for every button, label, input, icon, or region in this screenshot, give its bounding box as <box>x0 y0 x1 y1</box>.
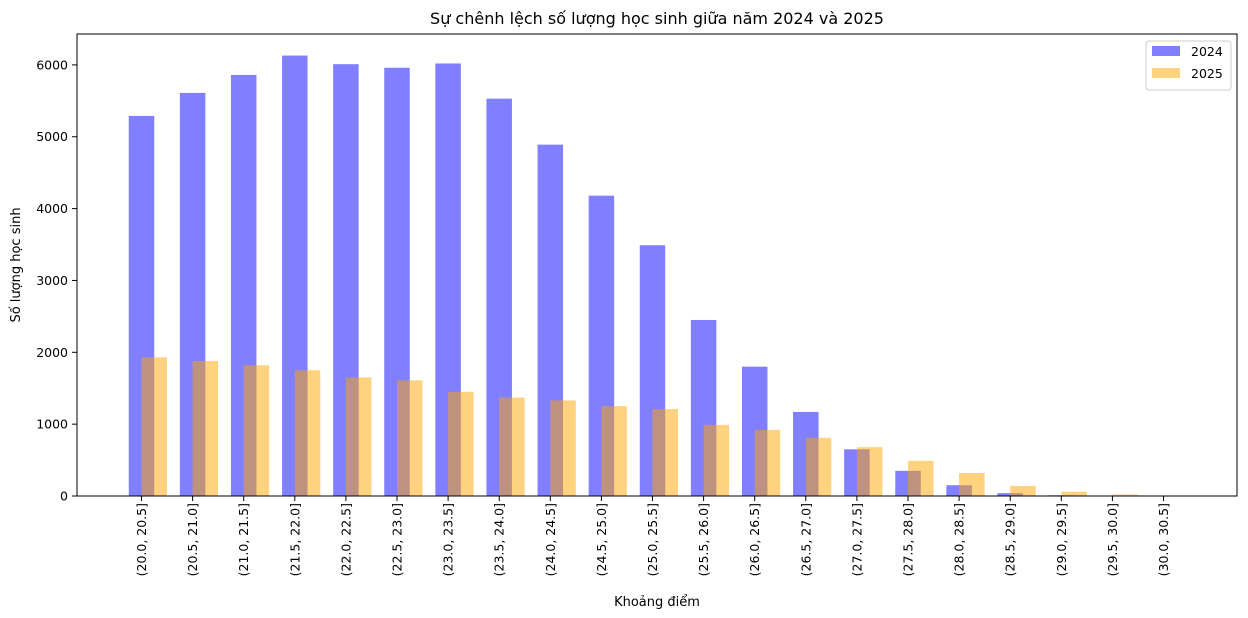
x-tick-label: (24.5, 25.0] <box>594 503 609 576</box>
bar-2025-13 <box>805 437 832 496</box>
y-tick-label: 1000 <box>36 417 68 432</box>
bar-2025-17 <box>1010 485 1036 496</box>
x-tick-label: (25.5, 26.0] <box>696 503 711 576</box>
bar-2025-9 <box>601 406 627 496</box>
x-tick-label: (30.0, 30.5] <box>1156 503 1171 576</box>
bar-2025-1 <box>192 360 219 496</box>
y-tick-label: 5000 <box>36 129 68 144</box>
legend-swatch-2025 <box>1152 68 1180 78</box>
x-tick-label: (20.5, 21.0] <box>185 503 200 576</box>
x-tick-label: (20.0, 20.5] <box>134 503 149 576</box>
x-tick-label: (29.0, 29.5] <box>1054 503 1069 576</box>
bar-2025-5 <box>397 380 423 496</box>
y-tick-label: 0 <box>60 489 68 504</box>
plot-frame <box>76 33 1238 497</box>
x-tick-label: (21.0, 21.5] <box>236 503 251 576</box>
x-tick-label: (26.0, 26.5] <box>747 503 762 576</box>
legend: 2024 2025 <box>1145 40 1232 91</box>
chart-title: Sự chênh lệch số lượng học sinh giữa năm… <box>430 9 884 28</box>
x-tick-label: (26.5, 27.0] <box>798 503 813 576</box>
y-axis-title: Số lượng học sinh <box>9 207 24 322</box>
bar-2025-3 <box>294 370 321 496</box>
bar-2025-12 <box>754 429 781 496</box>
y-tick-label: 4000 <box>36 201 68 216</box>
legend-label-2025: 2025 <box>1191 66 1223 81</box>
x-tick-label: (21.5, 22.0] <box>287 503 302 576</box>
legend-label-2024: 2024 <box>1191 44 1223 59</box>
y-tick-label: 3000 <box>36 273 68 288</box>
bar-2025-11 <box>703 424 730 496</box>
x-tick-label: (22.5, 23.0] <box>390 503 405 576</box>
bar-2025-14 <box>856 447 883 496</box>
y-tick-label: 6000 <box>36 57 68 72</box>
bar-2025-7 <box>499 397 525 496</box>
legend-swatch-2024 <box>1152 46 1180 56</box>
x-tick-label: (23.5, 24.0] <box>492 503 507 576</box>
bar-2025-15 <box>908 460 934 496</box>
x-tick-label: (27.5, 28.0] <box>901 503 916 576</box>
bar-2025-2 <box>243 365 270 496</box>
bar-2025-19 <box>1112 494 1138 496</box>
x-axis-title: Khoảng điểm <box>614 595 700 610</box>
bar-2025-16 <box>959 473 985 496</box>
x-tick-label: (28.0, 28.5] <box>952 503 967 576</box>
x-tick-label: (25.0, 25.5] <box>645 503 660 576</box>
x-tick-label: (23.0, 23.5] <box>441 503 456 576</box>
bar-2025-10 <box>652 409 678 496</box>
x-tick-label: (28.5, 29.0] <box>1003 503 1018 576</box>
y-axis: 0 1000 2000 3000 4000 5000 6000 <box>36 57 77 504</box>
bar-2025-4 <box>345 377 372 496</box>
bar-2025-8 <box>550 400 576 496</box>
bar-2025-18 <box>1061 491 1087 496</box>
x-axis: (20.0, 20.5] (20.5, 21.0] (21.0, 21.5] (21.… <box>134 496 1171 576</box>
bar-2025-6 <box>448 391 474 496</box>
bar-2025-0 <box>141 357 167 496</box>
y-tick-label: 2000 <box>36 345 68 360</box>
x-tick-label: (22.0, 22.5] <box>338 503 353 576</box>
x-tick-label: (29.5, 30.0] <box>1105 503 1120 576</box>
x-tick-label: (27.0, 27.5] <box>849 503 864 576</box>
x-tick-label: (24.0, 24.5] <box>543 503 558 576</box>
series-2025-bars <box>141 357 1189 496</box>
